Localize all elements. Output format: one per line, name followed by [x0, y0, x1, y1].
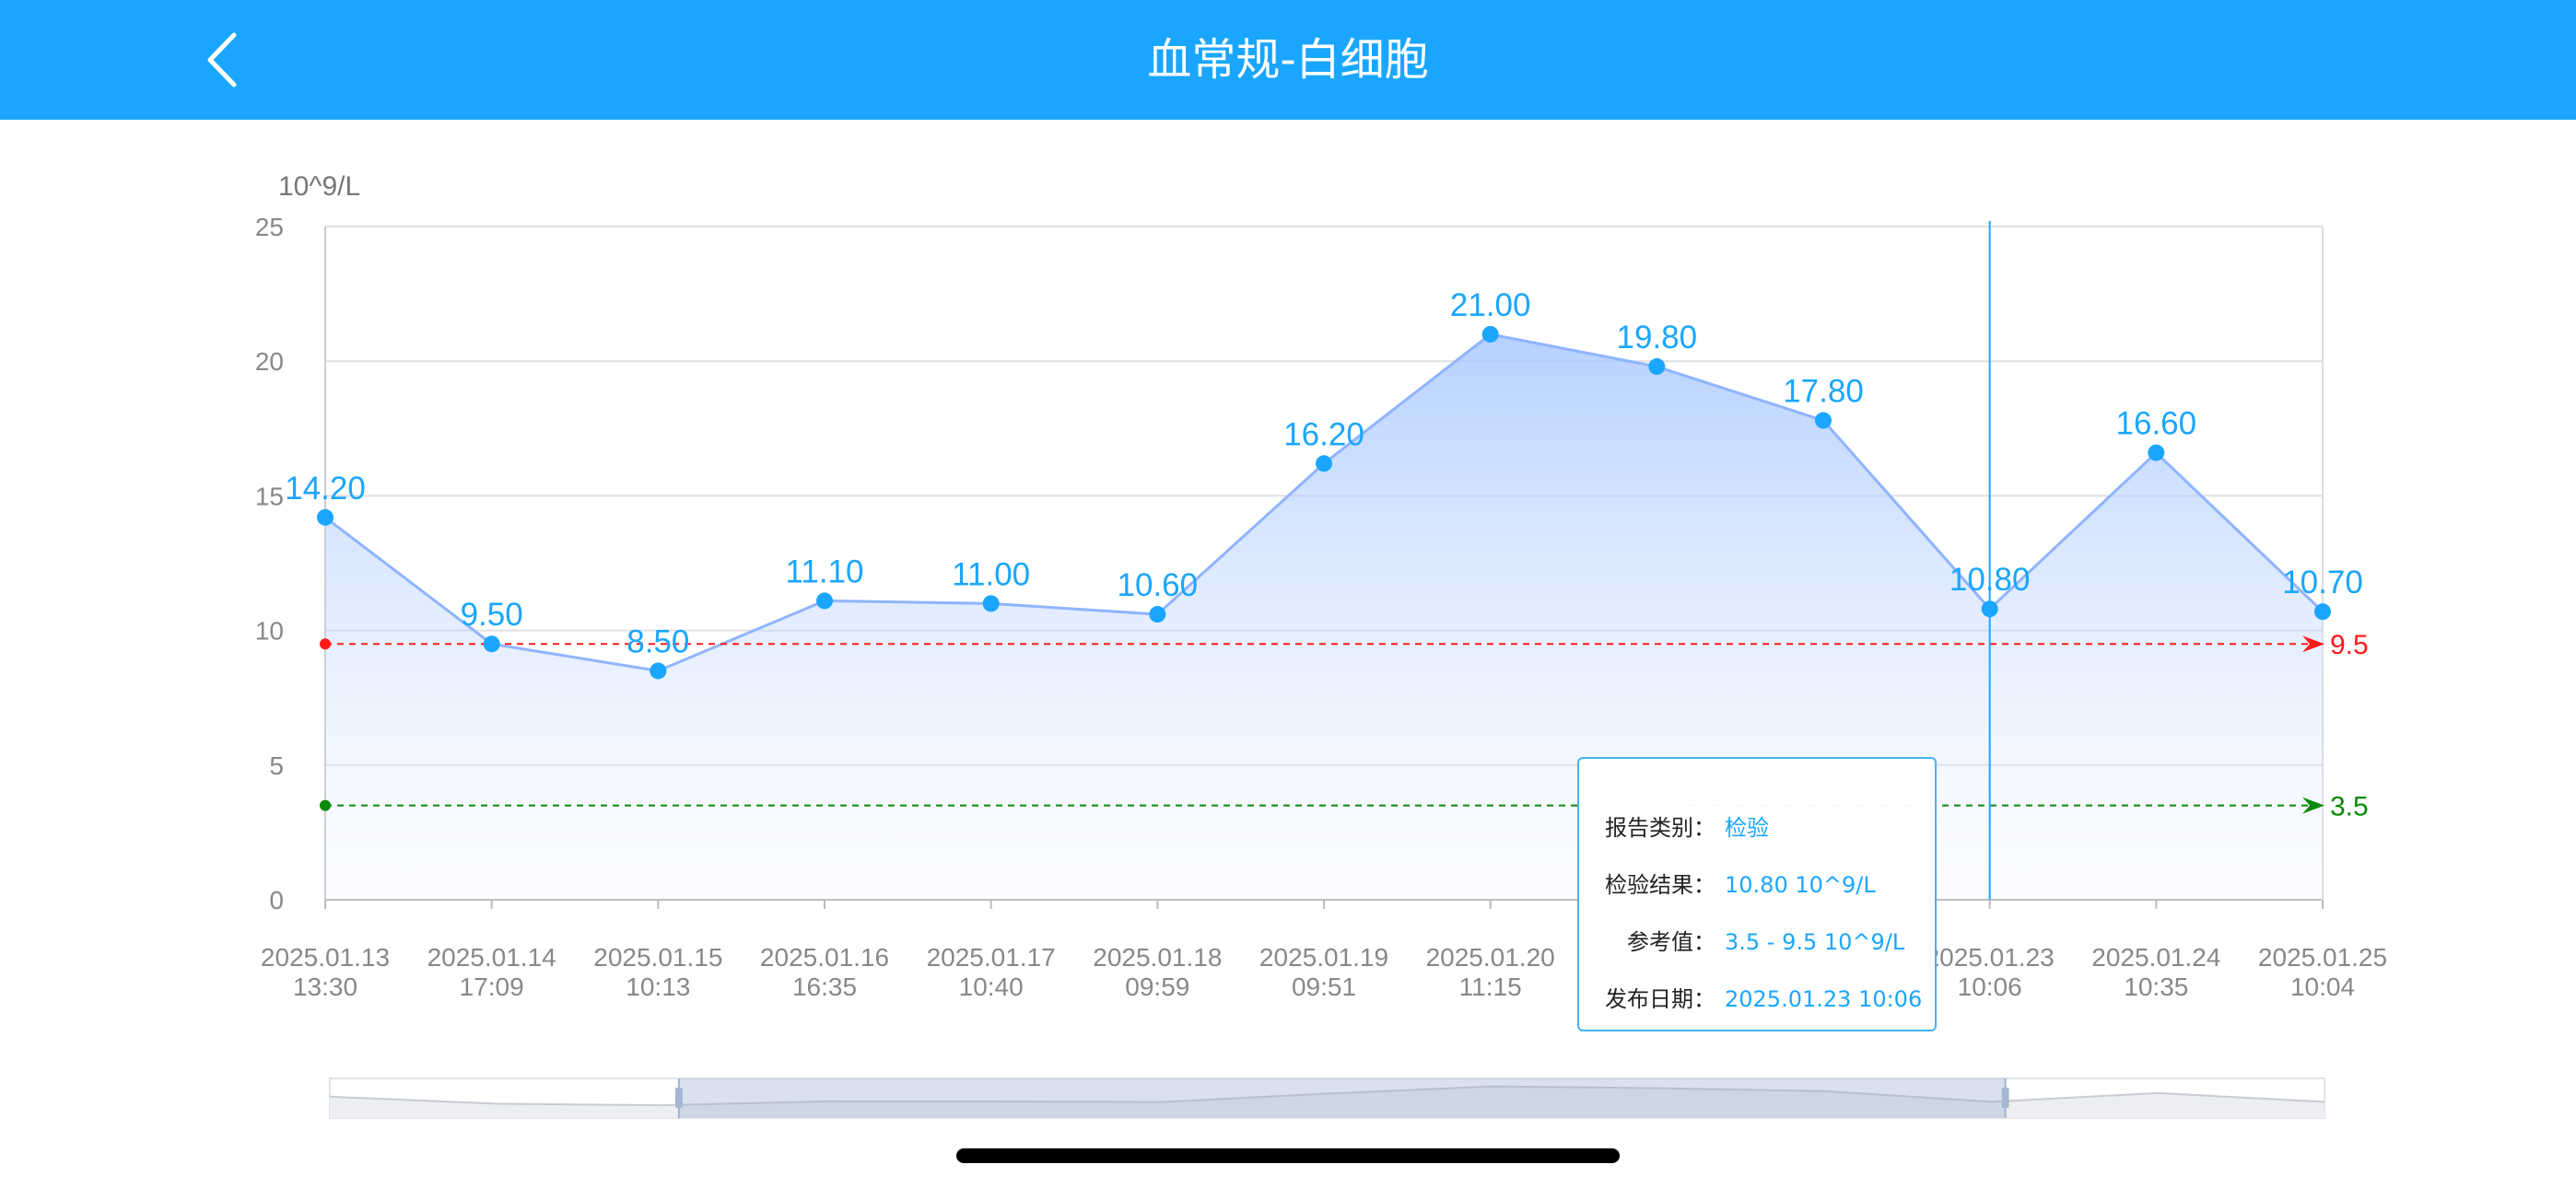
- y-axis-unit: 10^9/L: [278, 171, 360, 202]
- x-tick-label-date: 2025.01.24: [2091, 943, 2220, 972]
- data-tooltip: 报告类别： 检验 检验结果： 10.80 10^9/L 参考值： 3.5 - 9.5 …: [1577, 757, 1937, 1031]
- x-tick-label-date: 2025.01.18: [1093, 943, 1222, 972]
- data-point[interactable]: [1648, 358, 1666, 376]
- x-tick-label-date: 2025.01.16: [760, 943, 889, 972]
- data-point[interactable]: [483, 635, 500, 653]
- data-point[interactable]: [1815, 412, 1832, 429]
- data-label: 16.20: [1283, 416, 1364, 452]
- x-tick-label-date: 2025.01.19: [1259, 943, 1388, 972]
- y-tick-label: 5: [269, 751, 284, 780]
- tooltip-value: 2025.01.23 10:06: [1725, 986, 1923, 1012]
- data-label: 17.80: [1783, 374, 1864, 410]
- data-point[interactable]: [2148, 444, 2165, 461]
- x-tick-label-date: 2025.01.23: [1926, 943, 2055, 972]
- tooltip-value: 检验: [1725, 815, 1769, 841]
- y-tick-label: 0: [269, 886, 284, 914]
- data-point[interactable]: [982, 595, 1000, 612]
- data-point[interactable]: [317, 508, 334, 526]
- data-label: 19.80: [1617, 320, 1698, 355]
- tooltip-row-date: 发布日期： 2025.01.23 10:06: [1579, 981, 1935, 1018]
- data-label: 10.60: [1118, 567, 1199, 603]
- x-tick-label-time: 11:15: [1459, 973, 1522, 1001]
- data-point[interactable]: [1149, 606, 1166, 623]
- reference-start-dot: [320, 638, 331, 650]
- data-point[interactable]: [816, 592, 833, 610]
- tooltip-key: 报告类别：: [1605, 815, 1715, 841]
- x-tick-label-date: 2025.01.14: [427, 943, 556, 972]
- x-tick-label-date: 2025.01.25: [2258, 943, 2387, 972]
- page-title: 血常规-白细胞: [1147, 34, 1429, 86]
- datazoom-preview-area: [330, 1086, 2324, 1118]
- data-point[interactable]: [1981, 600, 1998, 618]
- reference-start-dot: [320, 799, 331, 811]
- data-point[interactable]: [1316, 455, 1332, 472]
- tooltip-row-type: 报告类别： 检验: [1579, 809, 1935, 846]
- data-label: 14.20: [285, 471, 366, 507]
- x-tick-label-date: 2025.01.20: [1426, 943, 1555, 972]
- reference-label: 9.5: [2330, 630, 2369, 660]
- data-label: 10.80: [1950, 562, 2031, 598]
- y-tick-label: 25: [255, 213, 284, 241]
- x-tick-label-time: 10:40: [959, 973, 1024, 1001]
- tooltip-row-reference: 参考值： 3.5 - 9.5 10^9/L: [1579, 924, 1935, 961]
- tooltip-row-result: 检验结果： 10.80 10^9/L: [1579, 867, 1935, 903]
- y-tick-label: 20: [255, 347, 284, 376]
- reference-arrow-icon: [2302, 797, 2324, 814]
- x-tick-label-time: 13:30: [293, 973, 357, 1001]
- app-header: 血常规-白细胞: [0, 0, 2576, 120]
- datazoom-handle[interactable]: [2001, 1088, 2009, 1108]
- x-tick-label-time: 10:35: [2124, 973, 2188, 1001]
- data-label: 11.00: [952, 556, 1030, 592]
- reference-label: 3.5: [2330, 792, 2369, 822]
- data-label: 21.00: [1450, 287, 1531, 323]
- tooltip-key: 发布日期：: [1605, 986, 1715, 1012]
- data-point[interactable]: [1481, 325, 1499, 343]
- datazoom-selection[interactable]: [678, 1078, 2006, 1118]
- data-point[interactable]: [2314, 603, 2331, 621]
- y-tick-label: 15: [255, 482, 284, 510]
- x-tick-label-date: 2025.01.13: [261, 943, 390, 972]
- data-label: 8.50: [626, 623, 689, 659]
- x-tick-label-time: 10:04: [2290, 973, 2355, 1001]
- x-tick-label-date: 2025.01.15: [593, 943, 722, 972]
- data-label: 9.50: [461, 597, 523, 633]
- data-point[interactable]: [650, 662, 667, 680]
- tooltip-value: 10.80 10^9/L: [1725, 872, 1876, 898]
- x-tick-label-time: 09:59: [1125, 973, 1189, 1001]
- home-indicator[interactable]: [956, 1148, 1620, 1163]
- tooltip-key: 检验结果：: [1605, 872, 1715, 898]
- tooltip-key: 参考值：: [1627, 929, 1715, 955]
- datazoom-preview-line: [329, 1085, 2325, 1107]
- chevron-left-icon[interactable]: [193, 28, 258, 92]
- datazoom-handle[interactable]: [674, 1088, 683, 1108]
- data-label: 16.60: [2116, 406, 2197, 442]
- x-tick-label-time: 09:51: [1292, 973, 1356, 1001]
- tooltip-value: 3.5 - 9.5 10^9/L: [1725, 929, 1905, 955]
- data-label: 10.70: [2282, 565, 2363, 600]
- y-tick-label: 10: [255, 617, 284, 646]
- x-tick-label-date: 2025.01.17: [927, 943, 1056, 972]
- x-tick-label-time: 10:06: [1958, 973, 2022, 1001]
- x-tick-label-time: 16:35: [792, 973, 857, 1001]
- reference-arrow-icon: [2302, 635, 2324, 653]
- data-label: 11.10: [786, 553, 864, 589]
- x-tick-label-time: 10:13: [626, 973, 690, 1001]
- x-tick-label-time: 17:09: [460, 973, 524, 1001]
